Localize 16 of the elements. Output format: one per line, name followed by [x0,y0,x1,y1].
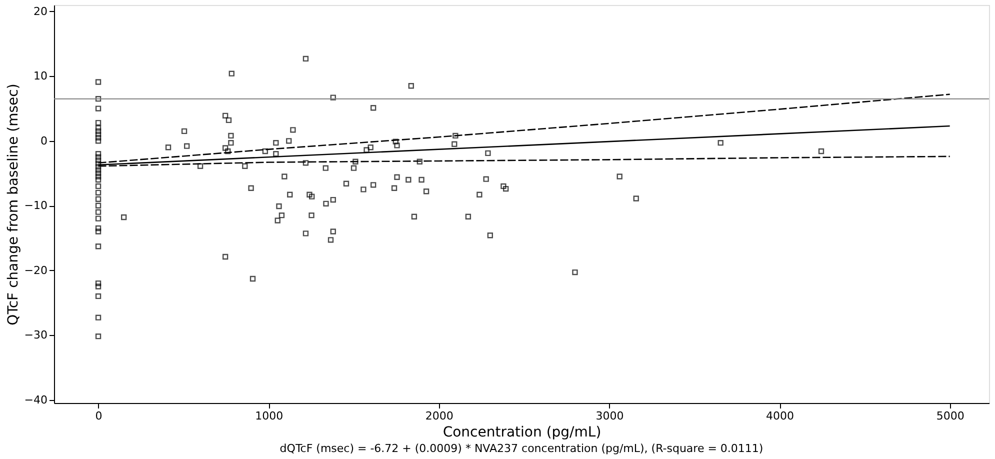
y-tick-label: −40 [24,393,48,406]
y-axis-title: QTcF change from baseline (msec) [5,84,22,326]
y-tick-label: −30 [24,328,48,342]
y-tick-label: −10 [24,199,48,212]
y-tick-label: 20 [34,4,48,18]
x-tick-label: 3000 [596,410,624,422]
y-tick-label: 10 [34,70,48,83]
x-axis-title: Concentration (pg/mL) [442,424,602,440]
x-tick-label: 5000 [936,410,964,422]
x-tick-label: 1000 [255,410,284,422]
text: dQTcF (msec) = -6.72 + (0.0009) * NVA237 concentration (pg/mL), (R-square = 0.0111) [280,442,764,455]
x-tick-label: 4000 [766,410,794,422]
x-tick-label: 2000 [425,410,454,422]
y-tick-label: 0 [40,134,48,148]
y-tick-label: −20 [24,264,48,277]
x-tick-label: 0 [95,410,102,422]
